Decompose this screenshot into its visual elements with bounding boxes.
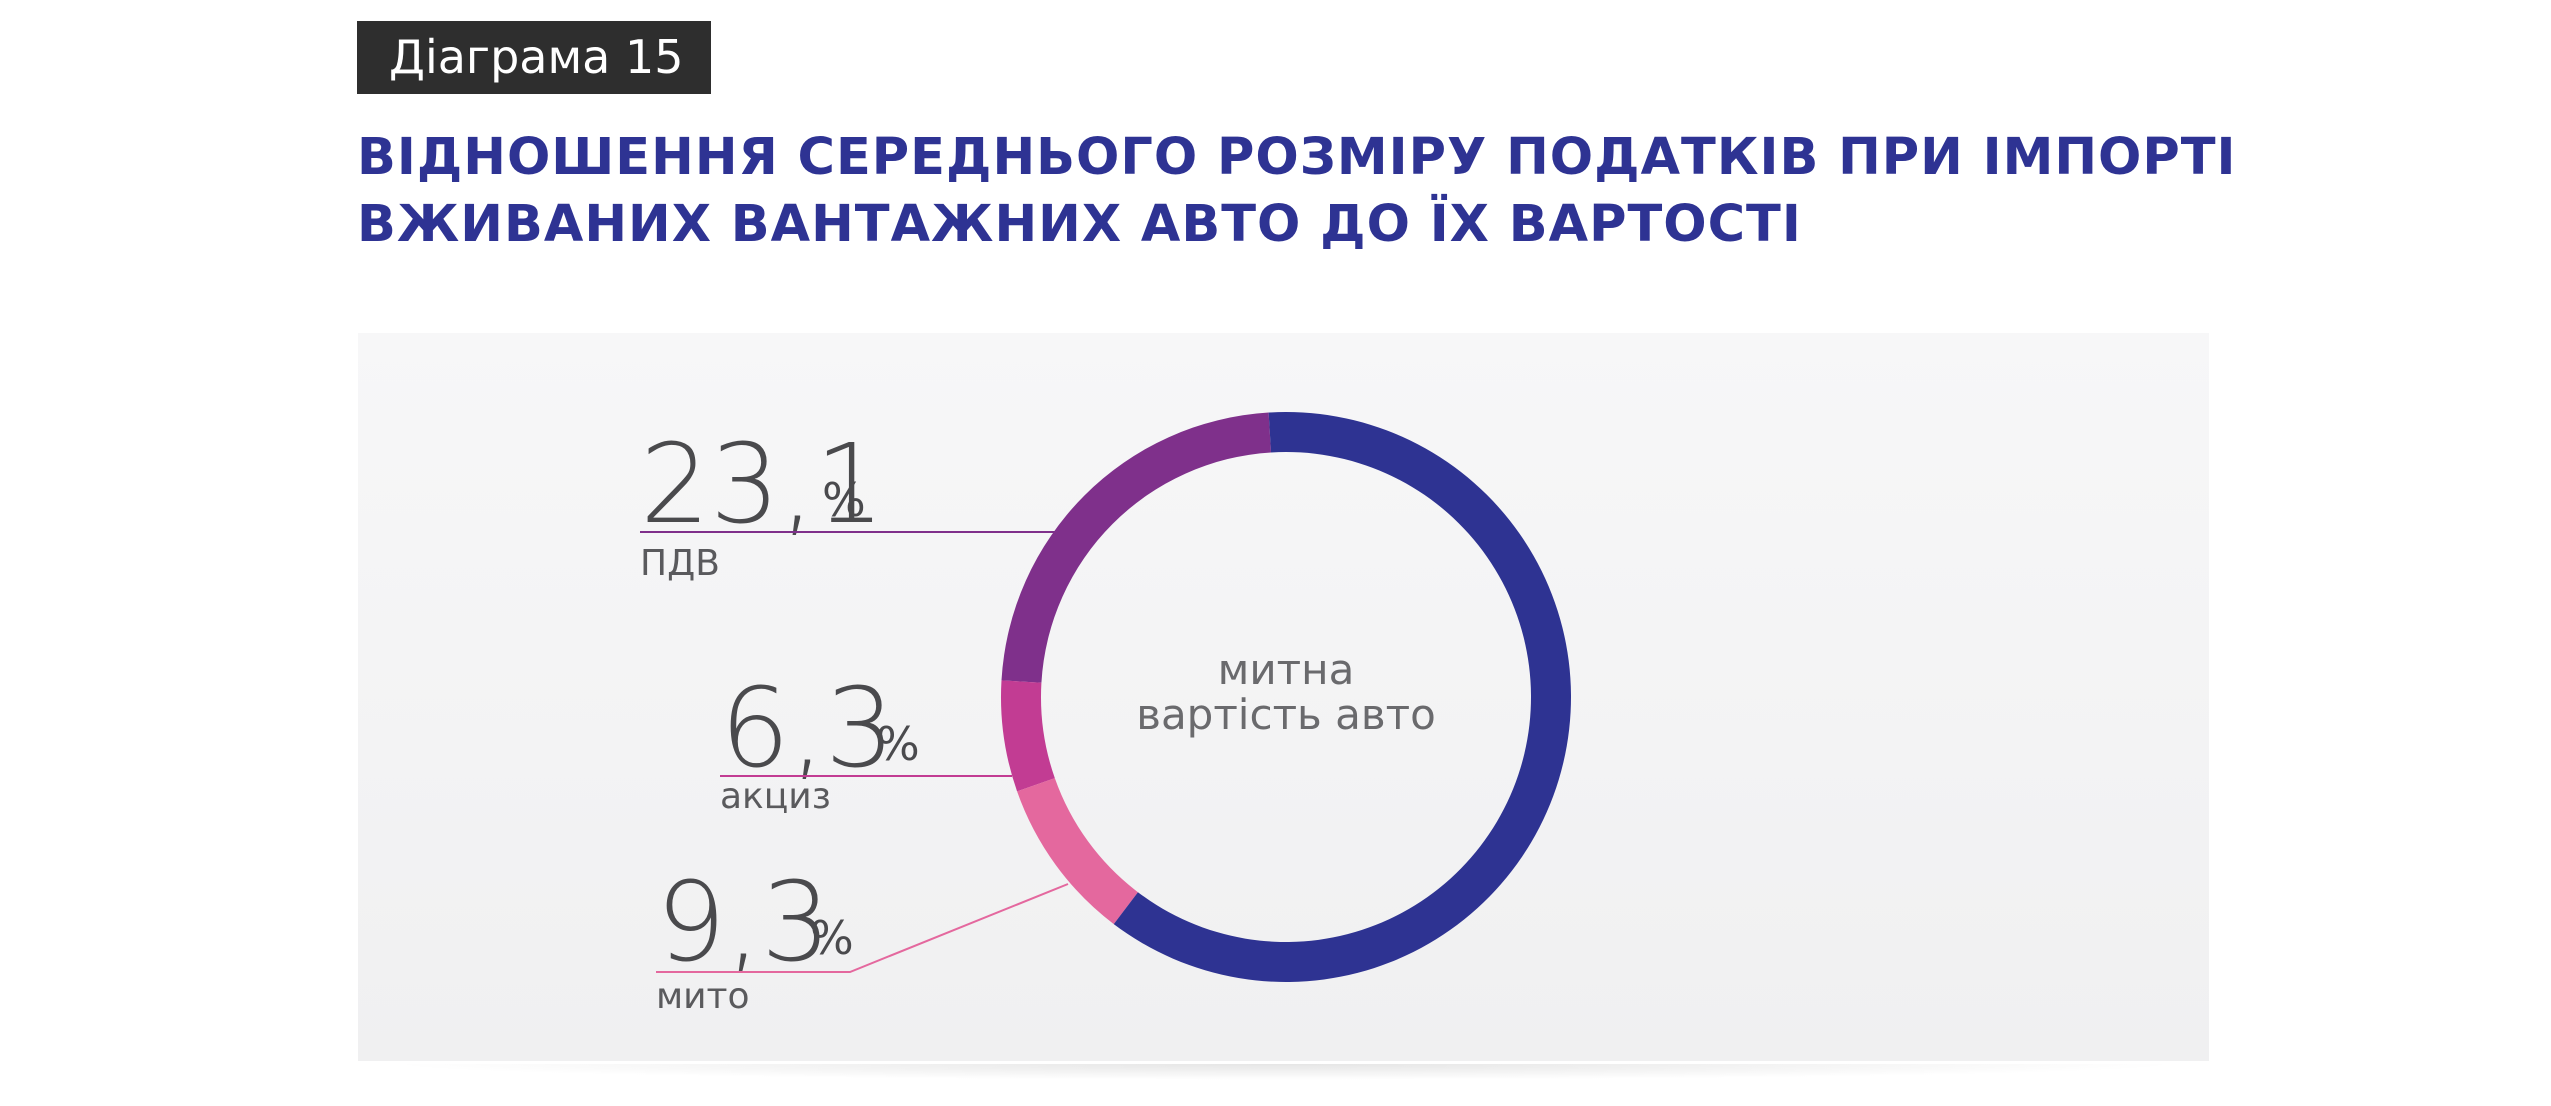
donut-slice-excise <box>1001 680 1055 792</box>
leader-line-duty <box>656 883 1069 973</box>
chart-panel <box>358 333 2209 1061</box>
chart-title-line-2: ВЖИВАНИХ ВАНТАЖНИХ АВТО ДО ЇХ ВАРТОСТІ <box>357 195 1802 254</box>
slice-label-vat: 23,1 % ПДВ <box>640 420 1055 584</box>
slice-unit-excise: % <box>876 717 920 771</box>
chart-panel-shadow <box>380 1064 2190 1080</box>
donut-slice-duty <box>1017 778 1138 925</box>
center-label: митна вартість авто <box>1136 645 1436 739</box>
slice-label-duty: 9,3 % мито <box>656 858 1069 1017</box>
slice-unit-vat: % <box>822 473 866 527</box>
slice-value-excise: 6,3 <box>720 664 895 792</box>
center-label-line-1: митна <box>1218 645 1355 694</box>
slice-unit-duty: % <box>810 911 854 965</box>
slice-name-duty: мито <box>656 976 750 1017</box>
center-label-line-2: вартість авто <box>1136 690 1436 739</box>
donut-slices <box>1001 412 1571 982</box>
slice-name-excise: акциз <box>720 776 831 817</box>
donut-slice-customs-value <box>1113 412 1571 982</box>
slice-name-vat: ПДВ <box>640 543 720 584</box>
slice-label-excise: 6,3 % акциз <box>720 664 1012 817</box>
diagram-number-tag: Діаграма 15 <box>357 21 711 94</box>
slice-value-duty: 9,3 <box>656 858 831 986</box>
chart-title-line-1: ВІДНОШЕННЯ СЕРЕДНЬОГО РОЗМІРУ ПОДАТКІВ П… <box>357 128 2237 187</box>
donut-slice-vat <box>1001 412 1272 683</box>
chart-title: ВІДНОШЕННЯ СЕРЕДНЬОГО РОЗМІРУ ПОДАТКІВ П… <box>357 124 2357 258</box>
slice-value-vat: 23,1 <box>640 420 885 548</box>
